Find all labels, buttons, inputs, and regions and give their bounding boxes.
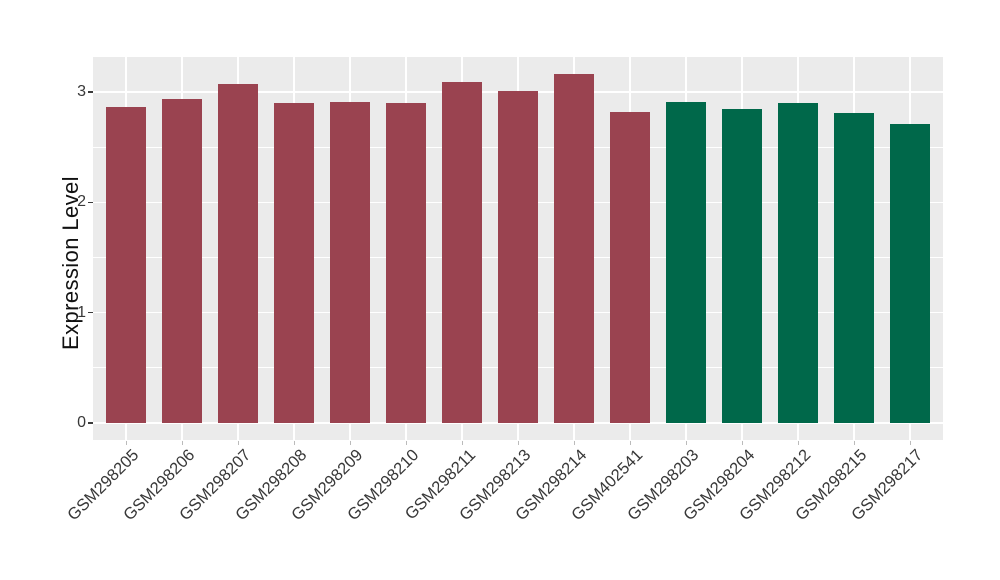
x-tick-mark (685, 440, 687, 445)
y-tick-label: 0 (77, 414, 86, 431)
plot-panel (93, 57, 943, 440)
y-tick-mark (87, 312, 93, 314)
x-tick-mark (853, 440, 855, 445)
x-tick-mark (237, 440, 239, 445)
x-tick-mark (125, 440, 127, 445)
y-tick-label: 3 (77, 83, 86, 100)
x-tick-mark (517, 440, 519, 445)
x-tick-mark (797, 440, 799, 445)
bar-GSM298215 (834, 112, 874, 423)
bar-GSM298213 (498, 90, 538, 423)
bar-GSM298211 (442, 82, 482, 423)
y-tick-mark (87, 201, 93, 203)
bar-GSM298208 (274, 103, 314, 423)
bar-GSM298209 (330, 101, 370, 423)
y-tick-label: 2 (77, 193, 86, 211)
y-tick-label: 1 (77, 303, 86, 321)
x-tick-mark (461, 440, 463, 445)
x-tick-mark (181, 440, 183, 445)
bar-GSM298214 (554, 74, 594, 423)
x-tick-mark (293, 440, 295, 445)
y-tick-mark (87, 422, 93, 424)
bar-GSM298217 (890, 124, 930, 423)
bar-GSM298205 (106, 107, 146, 423)
bar-GSM298206 (162, 98, 202, 423)
bar-GSM298210 (386, 103, 426, 423)
bar-GSM298204 (722, 108, 762, 423)
y-tick-mark (87, 91, 93, 93)
bar-GSM298207 (218, 84, 258, 423)
x-tick-mark (405, 440, 407, 445)
bar-GSM402541 (610, 111, 650, 423)
x-tick-mark (909, 440, 911, 445)
x-tick-mark (629, 440, 631, 445)
x-tick-mark (573, 440, 575, 445)
x-tick-mark (741, 440, 743, 445)
x-tick-mark (349, 440, 351, 445)
bar-GSM298203 (666, 101, 706, 423)
bar-GSM298212 (778, 103, 818, 423)
